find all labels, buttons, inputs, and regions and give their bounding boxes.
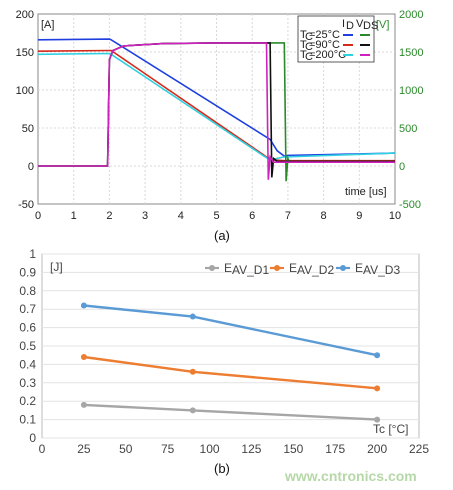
chart-b-ytick-label: 0.5 [19, 339, 36, 353]
chart-b-xtick-label: 225 [409, 442, 429, 456]
chart-b-ytick-label: 0.9 [19, 265, 36, 279]
chart-b-ytick-label: 0.1 [19, 413, 36, 427]
chart-a-ytick-left-label: 0 [28, 161, 34, 173]
chart-a-ytick-right-label: 1500 [399, 47, 423, 59]
chart-a-xlabel: time [us] [345, 186, 387, 198]
chart-b-xtick-label: 200 [367, 442, 387, 456]
chart-a-series-line [37, 38, 396, 157]
chart-b-series-point [374, 385, 381, 392]
chart-b-ylabel: [J] [50, 260, 63, 274]
chart-a-ytick-right-label: 2000 [399, 9, 423, 21]
watermark: www.cntronics.com [284, 468, 417, 484]
chart-b-legend: E AV_D1 E AV_D2 E AV_D3 [205, 261, 400, 277]
chart-b-xtick-label: 125 [241, 442, 261, 456]
chart-a-ylabel-right: [V] [376, 19, 389, 31]
chart-a-legend-row-sub: C [305, 51, 313, 63]
chart-b-xtick-label: 100 [200, 442, 220, 456]
chart-b-xlabel: Tc [°C] [373, 422, 408, 436]
chart-a-xtick-label: 10 [389, 210, 401, 222]
chart-a-ytick-right-label: -500 [399, 199, 421, 211]
chart-a-ytick-left-label: 50 [22, 123, 34, 135]
chart-b-xtick-label: 0 [39, 442, 46, 456]
chart-a: 0 1 2 3 4 5 6 7 8 9 10-50050100150200-500050010001… [16, 9, 424, 243]
chart-b-legend-sub: AV_D2 [297, 263, 334, 277]
chart-b-ytick-label: 0.6 [19, 321, 36, 335]
chart-a-legend-header-id-sub: D [346, 20, 354, 32]
chart-b-ytick-label: 1 [29, 247, 36, 261]
chart-b-ytick-label: 0.2 [19, 394, 36, 408]
chart-b-series-point [189, 407, 196, 414]
chart-a-ytick-right-label: 1000 [399, 85, 423, 97]
chart-a-xtick-label: 7 [285, 210, 291, 222]
chart-a-series-line [38, 42, 395, 180]
chart-a-ylabel-left: [A] [41, 19, 54, 31]
chart-a-xtick-label: 0 [35, 210, 41, 222]
chart-a-xtick-label: 9 [356, 210, 362, 222]
chart-a-ytick-left-label: 150 [16, 47, 34, 59]
chart-b-series [80, 302, 381, 423]
chart-a-xtick-label: 1 [71, 210, 77, 222]
chart-a-legend-header-vds: V [356, 18, 364, 30]
chart-b-ytick-label: 0.8 [19, 284, 36, 298]
chart-a-ticks: 0 1 2 3 4 5 6 7 8 9 10-50050100150200-500050010001… [16, 9, 424, 222]
chart-a-ytick-left-label: 200 [16, 9, 34, 21]
chart-b-series-point [374, 352, 381, 359]
chart-a-legend-header-vds-sub: DS [363, 20, 378, 32]
chart-b: 0 0.1 0.2 0.3 0.4 0.5 0.6 0.7 0.8 0.9 1 0 25 50 75 100 1… [19, 247, 429, 476]
chart-b-grid [42, 253, 419, 439]
chart-b-legend-marker [209, 265, 215, 271]
chart-b-legend-marker [340, 265, 346, 271]
chart-a-xtick-label: 4 [178, 210, 184, 222]
chart-a-legend-row-value: =90°C [309, 39, 340, 51]
chart-b-legend-sub: AV_D1 [232, 263, 269, 277]
chart-a-xtick-label: 8 [321, 210, 327, 222]
chart-a-legend-row-sub: C [305, 31, 313, 43]
chart-a-series-line [37, 52, 396, 161]
chart-a-legend-header-id: I [342, 18, 345, 30]
chart-b-series-point [80, 302, 87, 309]
chart-a-ytick-right-label: 0 [399, 161, 405, 173]
chart-a-legend-row-value: =25°C [309, 29, 340, 41]
chart-a-legend-row-sub: C [305, 41, 313, 53]
chart-b-xtick-label: 25 [77, 442, 91, 456]
chart-b-series-point [189, 313, 196, 320]
chart-b-ytick-label: 0.7 [19, 302, 36, 316]
chart-b-caption: (b) [214, 461, 230, 476]
chart-b-series-point [80, 354, 87, 361]
chart-a-xtick-label: 2 [106, 210, 112, 222]
chart-a-xtick-label: 6 [249, 210, 255, 222]
chart-b-series-point [189, 368, 196, 375]
chart-b-legend-label: E [289, 261, 297, 275]
chart-b-ytick-label: 0.4 [19, 357, 36, 371]
chart-b-legend-label: E [224, 261, 232, 275]
chart-a-ytick-left-label: 100 [16, 85, 34, 97]
chart-b-xtick-label: 50 [119, 442, 133, 456]
chart-b-xtick-label: 175 [325, 442, 345, 456]
chart-a-series [37, 38, 396, 182]
chart-b-ytick-label: 0 [29, 431, 36, 445]
chart-a-legend-row-label: T [300, 39, 307, 51]
chart-b-legend-label: E [355, 261, 363, 275]
chart-b-legend-marker [274, 265, 280, 271]
chart-a-legend-row-value: =200°C [309, 49, 346, 61]
chart-a-legend-row-label: T [300, 29, 307, 41]
chart-a-ytick-right-label: 500 [399, 123, 417, 135]
chart-a-legend-row-label: T [300, 49, 307, 61]
chart-a-caption: (a) [214, 228, 230, 243]
chart-b-legend-sub: AV_D3 [363, 263, 400, 277]
chart-b-series-point [80, 401, 87, 408]
chart-b-ticks: 0 0.1 0.2 0.3 0.4 0.5 0.6 0.7 0.8 0.9 1 0 25 50 75 100 1… [19, 247, 429, 456]
chart-a-ytick-left-label: -50 [18, 199, 34, 211]
chart-a-xtick-label: 3 [142, 210, 148, 222]
chart-a-xtick-label: 5 [213, 210, 219, 222]
chart-b-series-point [374, 416, 381, 423]
chart-b-xtick-label: 150 [283, 442, 303, 456]
chart-b-xtick-label: 75 [161, 442, 175, 456]
chart-b-ytick-label: 0.3 [19, 376, 36, 390]
